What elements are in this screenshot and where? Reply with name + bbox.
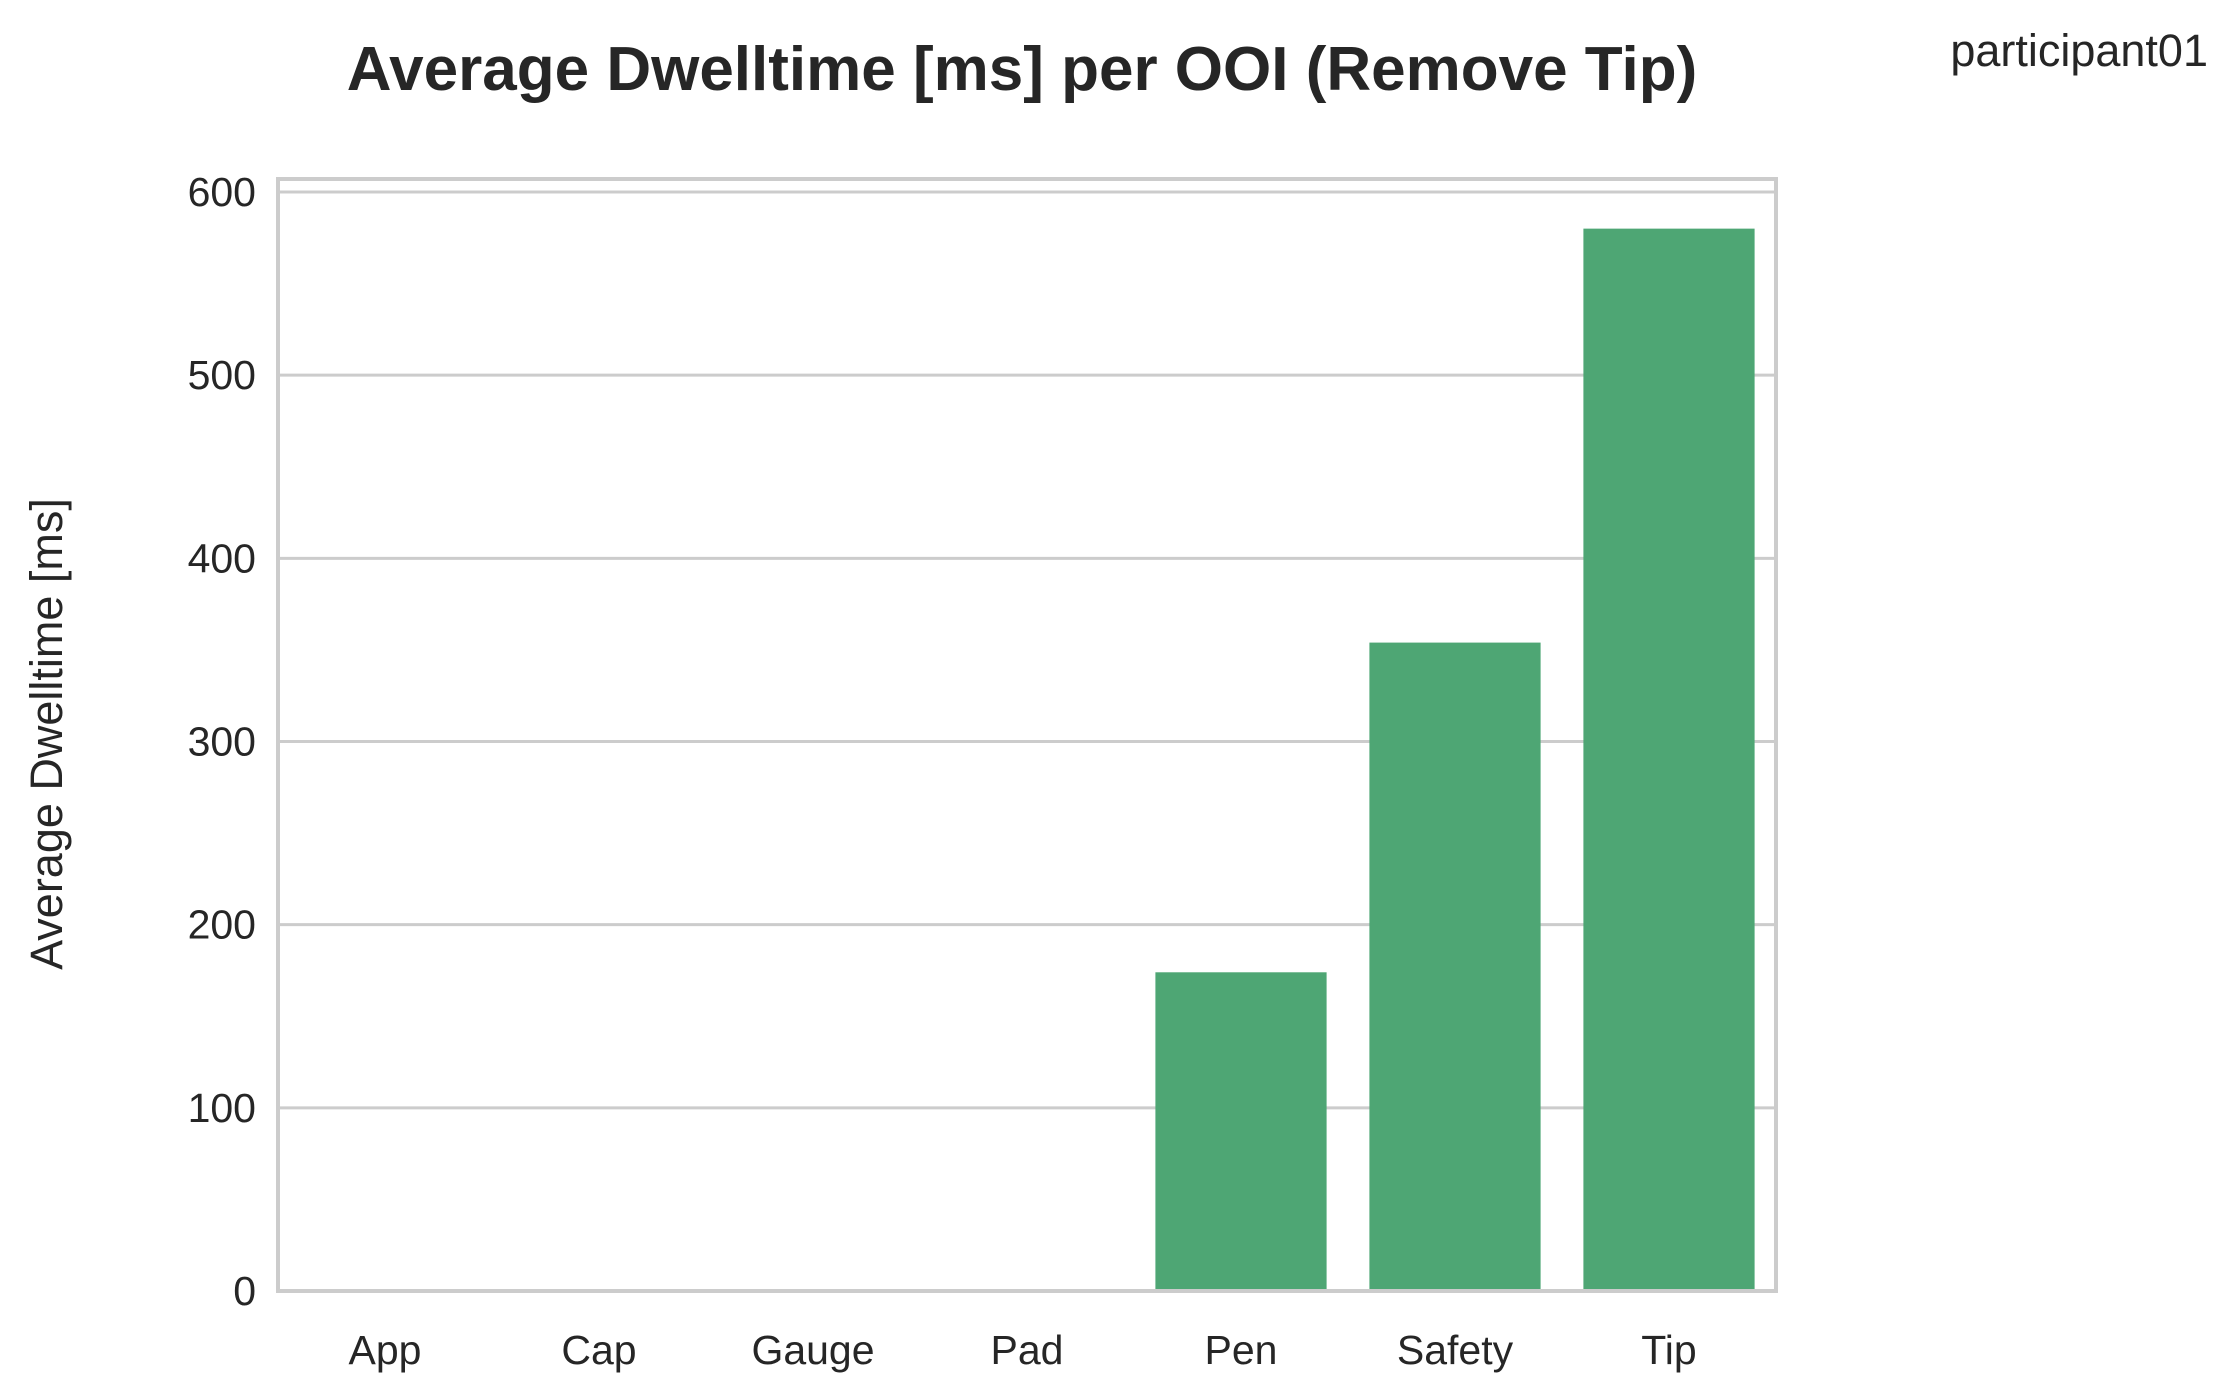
- y-axis-label: Average Dwelltime [ms]: [21, 498, 72, 970]
- x-tick-label: App: [349, 1327, 422, 1373]
- x-tick-label: Cap: [561, 1327, 636, 1373]
- bars: [1155, 228, 1755, 1292]
- bar-safety: [1369, 642, 1541, 1291]
- y-tick-labels: 0 100 200 300 400 500 600: [188, 169, 256, 1314]
- y-tick-label: 600: [188, 169, 256, 215]
- chart-title: Average Dwelltime [ms] per OOI (Remove T…: [347, 35, 1698, 104]
- y-tick-label: 100: [188, 1085, 256, 1131]
- y-tick-label: 400: [188, 535, 256, 581]
- bar-tip: [1583, 228, 1755, 1292]
- x-tick-labels: App Cap Gauge Pad Pen Safety Tip: [349, 1327, 1697, 1373]
- y-tick-label: 0: [233, 1268, 256, 1314]
- x-tick-label: Safety: [1397, 1327, 1514, 1373]
- x-tick-label: Pad: [991, 1327, 1064, 1373]
- gridlines: [278, 190, 1776, 1110]
- x-tick-label: Gauge: [751, 1327, 874, 1373]
- x-tick-label: Tip: [1641, 1327, 1696, 1373]
- x-tick-label: Pen: [1205, 1327, 1278, 1373]
- y-tick-label: 300: [188, 719, 256, 765]
- participant-label: participant01: [1950, 25, 2208, 76]
- bar-pen: [1155, 972, 1327, 1291]
- y-tick-label: 500: [188, 352, 256, 398]
- y-tick-label: 200: [188, 902, 256, 948]
- plot-frame: [276, 177, 1778, 1293]
